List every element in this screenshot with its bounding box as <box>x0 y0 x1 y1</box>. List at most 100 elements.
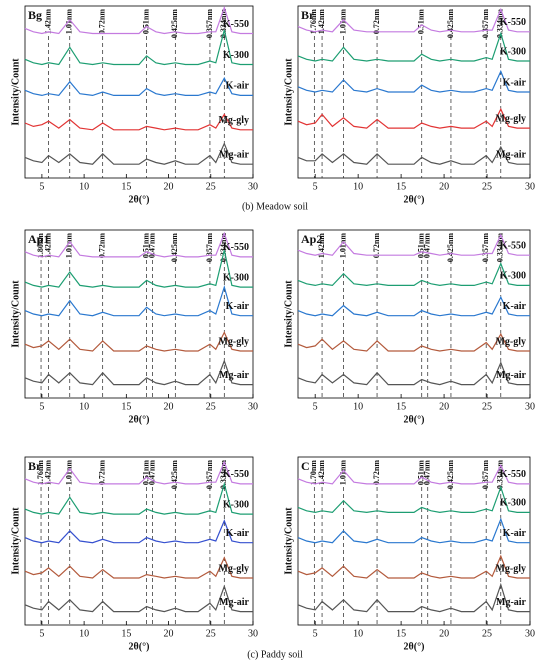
x-tick-label: 5 <box>39 401 44 412</box>
x-tick-label: 20 <box>439 401 449 412</box>
panel-title: Ap1 <box>28 232 49 246</box>
x-tick-label: 30 <box>248 628 258 639</box>
series-label: K-air <box>226 528 250 539</box>
plot-frame <box>24 5 254 179</box>
series-label: K-air <box>503 77 527 88</box>
reference-label: 0.334nm <box>496 233 505 262</box>
y-axis-label: Intensity/Count <box>283 280 294 348</box>
x-axis-label: 2θ(°) <box>404 414 425 425</box>
series-line <box>297 517 530 544</box>
series-label: K-550 <box>223 242 249 253</box>
series-line <box>297 7 530 33</box>
series-label: Mg-gly <box>495 336 526 347</box>
series-label: Mg-air <box>219 150 250 161</box>
x-tick-label: 20 <box>439 628 449 639</box>
series-line <box>24 142 253 165</box>
series-label: Mg-gly <box>495 563 526 574</box>
reference-label: 1.01nm <box>338 9 347 34</box>
reference-label: 1.70nm <box>309 460 318 485</box>
reference-label: 0.425nm <box>170 9 179 38</box>
x-tick-label: 15 <box>121 401 131 412</box>
y-axis-label: Intensity/Count <box>10 58 21 126</box>
series-label: Mg-air <box>219 370 250 381</box>
series-label: K-air <box>503 528 527 539</box>
caption: (b) Meadow soil <box>242 201 308 212</box>
series-line <box>24 481 253 515</box>
reference-label: 1.01nm <box>338 233 347 258</box>
series-line <box>24 519 253 544</box>
plot-frame <box>297 456 531 626</box>
x-tick-label: 10 <box>353 401 363 412</box>
panel-title: C <box>301 459 310 473</box>
plot-frame <box>24 456 254 626</box>
reference-label: 1.01nm <box>65 233 74 258</box>
plot-frame <box>24 229 254 399</box>
series-label: K-550 <box>223 469 249 480</box>
series-line <box>297 582 530 613</box>
series-label: Mg-air <box>496 597 527 608</box>
series-line <box>24 359 253 386</box>
series-label: K-550 <box>500 240 526 251</box>
reference-label: 0.425nm <box>446 233 455 262</box>
caption: (c) Paddy soil <box>247 649 303 660</box>
x-axis-label: 2θ(°) <box>404 641 425 652</box>
reference-label: 0.425nm <box>170 233 179 262</box>
x-tick-label: 20 <box>164 401 174 412</box>
reference-label: 0.334nm <box>496 460 505 489</box>
series-label: K-300 <box>223 50 249 61</box>
y-axis-label: Intensity/Count <box>10 280 21 348</box>
series-label: K-300 <box>223 272 249 283</box>
series-line <box>24 29 253 66</box>
series-label: Mg-gly <box>218 336 249 347</box>
x-tick-label: 30 <box>525 181 535 192</box>
x-tick-label: 25 <box>206 181 216 192</box>
reference-label: 0.357nm <box>205 9 214 38</box>
y-axis-label: Intensity/Count <box>10 507 21 575</box>
x-tick-label: 5 <box>313 181 318 192</box>
series-line <box>24 331 253 352</box>
series-line <box>297 554 530 579</box>
reference-label: 1.01nm <box>65 460 74 485</box>
reference-label: 0.425nm <box>446 9 455 38</box>
x-tick-label: 5 <box>39 628 44 639</box>
x-tick-label: 30 <box>248 181 258 192</box>
reference-label: 1.42nm <box>43 9 52 34</box>
x-tick-label: 15 <box>396 401 406 412</box>
reference-label: 0.425nm <box>170 460 179 489</box>
series-line <box>24 584 253 613</box>
reference-label: 0.334nm <box>219 233 228 262</box>
series-label: K-air <box>503 301 527 312</box>
series-line <box>297 361 530 386</box>
series-label: K-300 <box>500 498 526 509</box>
reference-label: 1.42nm <box>43 233 52 258</box>
series-line <box>24 285 253 317</box>
x-tick-label: 5 <box>313 401 318 412</box>
series-label: Mg-gly <box>218 563 249 574</box>
reference-label: 0.72nm <box>98 233 107 258</box>
reference-label: 0.334nm <box>219 460 228 489</box>
x-axis-label: 2θ(°) <box>129 641 150 652</box>
series-line <box>24 113 253 131</box>
reference-label: 0.47nm <box>423 233 432 258</box>
x-tick-label: 25 <box>206 628 216 639</box>
reference-label: 0.357nm <box>205 233 214 262</box>
reference-label: 1.42nm <box>43 460 52 485</box>
reference-label: 0.51nm <box>141 233 150 258</box>
x-tick-label: 15 <box>396 181 406 192</box>
x-tick-label: 30 <box>525 401 535 412</box>
x-axis-label: 2θ(°) <box>404 194 425 205</box>
x-tick-label: 10 <box>79 628 89 639</box>
series-label: Mg-gly <box>495 113 526 124</box>
series-line <box>24 231 253 258</box>
x-tick-label: 15 <box>121 181 131 192</box>
series-line <box>297 261 530 287</box>
series-line <box>24 556 253 579</box>
series-line <box>297 464 530 485</box>
x-tick-label: 25 <box>206 401 216 412</box>
series-line <box>24 5 253 35</box>
reference-label: 0.47nm <box>423 460 432 485</box>
reference-label: 0.334nm <box>496 9 505 38</box>
reference-label: 0.357nm <box>481 460 490 489</box>
series-label: K-air <box>226 301 250 312</box>
